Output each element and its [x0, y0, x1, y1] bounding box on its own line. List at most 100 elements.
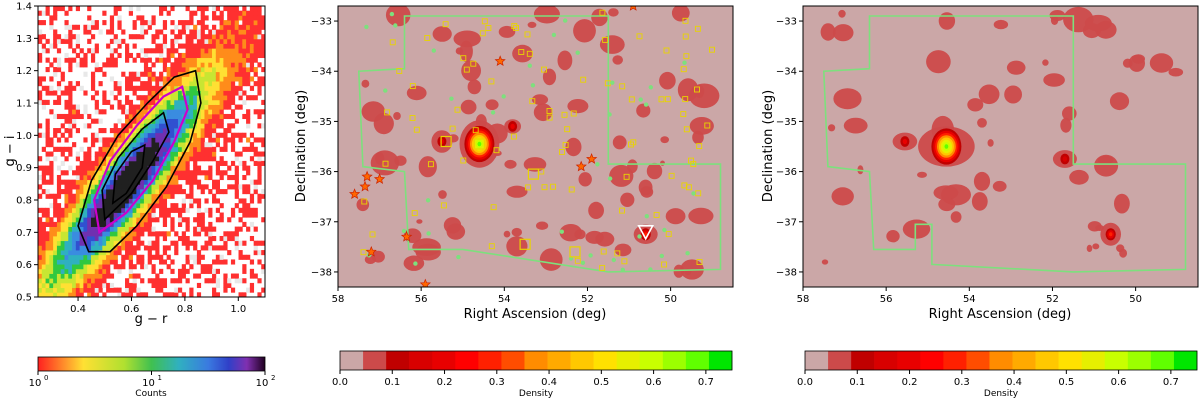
histogram-bin: [45, 57, 50, 63]
histogram-bin: [208, 71, 213, 77]
histogram-bin: [189, 118, 194, 124]
histogram-bin: [72, 113, 77, 120]
histogram-bin: [109, 20, 115, 26]
histogram-bin: [68, 118, 73, 124]
histogram-bin: [174, 113, 179, 120]
density-region: [831, 187, 854, 206]
square-marker: [623, 173, 630, 180]
histogram-bin: [219, 43, 224, 49]
histogram-bin: [196, 52, 202, 59]
density-region: [967, 98, 984, 112]
histogram-bin: [128, 217, 133, 223]
histogram-bin: [155, 273, 160, 279]
histogram-bin: [151, 184, 156, 190]
histogram-bin: [68, 29, 73, 35]
histogram-bin: [196, 170, 202, 176]
contour-outer: [77, 69, 202, 253]
histogram-bin: [215, 29, 220, 35]
histogram-bin: [227, 99, 232, 105]
histogram-bin: [200, 170, 205, 176]
dot-marker: [691, 191, 696, 196]
histogram-bin: [41, 207, 46, 213]
density-region: [588, 201, 604, 219]
density-level: [1062, 156, 1068, 162]
histogram-bin: [140, 156, 145, 162]
histogram-bin: [136, 76, 141, 82]
square-marker: [628, 96, 635, 103]
histogram-bin: [87, 198, 92, 204]
histogram-bin: [253, 10, 258, 16]
histogram-bin: [64, 287, 69, 293]
density-region: [512, 44, 533, 63]
density-level: [944, 144, 949, 149]
histogram-bin: [174, 48, 179, 54]
histogram-bin: [212, 259, 217, 265]
histogram-bin: [204, 245, 209, 251]
histogram-bin: [60, 245, 65, 251]
histogram-bin: [60, 189, 65, 195]
histogram-bin: [238, 34, 243, 40]
histogram-bin: [185, 268, 190, 274]
histogram-bin: [87, 6, 92, 12]
histogram-bin: [117, 43, 122, 49]
histogram-bin: [83, 217, 88, 223]
histogram-bin: [215, 71, 220, 77]
histogram-bin: [230, 113, 236, 120]
histogram-bin: [193, 34, 198, 40]
colorbar-tick-label: 0.4: [1006, 377, 1022, 388]
histogram-bin: [181, 160, 186, 166]
colorbar-tick-label: 0.2: [437, 377, 453, 388]
histogram-bin: [166, 10, 171, 16]
histogram-bin: [87, 254, 92, 260]
histogram-bin: [242, 15, 247, 21]
histogram-bin: [223, 231, 228, 237]
histogram-bin: [38, 132, 43, 138]
histogram-bin: [90, 207, 96, 213]
histogram-bin: [113, 146, 118, 152]
histogram-bin: [113, 142, 118, 148]
histogram-bin: [72, 235, 77, 242]
histogram-bin: [60, 287, 65, 293]
density-region: [659, 71, 676, 90]
colorbar-tick-label: 0.4: [541, 377, 557, 388]
histogram-bin: [94, 231, 99, 237]
histogram-bin: [106, 259, 111, 265]
histogram-bin: [189, 184, 194, 190]
square-marker: [463, 66, 470, 73]
histogram-bin: [72, 245, 77, 251]
histogram-bin: [257, 29, 262, 35]
histogram-bin: [155, 189, 160, 195]
density-level: [510, 123, 515, 130]
square-marker: [409, 115, 416, 121]
histogram-bin: [208, 212, 213, 218]
histogram-bin: [227, 217, 232, 223]
histogram-bin: [140, 85, 145, 91]
histogram-bin: [147, 226, 152, 232]
histogram-bin: [242, 165, 247, 171]
histogram-bin: [212, 10, 217, 16]
histogram-bin: [87, 170, 92, 176]
histogram-bin: [94, 264, 99, 270]
histogram-bin: [219, 95, 224, 101]
histogram-bin: [200, 264, 205, 270]
histogram-bin: [136, 95, 141, 101]
histogram-bin: [140, 20, 145, 26]
histogram-bin: [117, 85, 122, 91]
histogram-bin: [41, 179, 46, 185]
histogram-bin: [193, 113, 198, 120]
histogram-bin: [189, 104, 194, 110]
histogram-bin: [75, 38, 81, 44]
histogram-bin: [238, 76, 243, 82]
histogram-bin: [143, 20, 149, 26]
histogram-bin: [223, 67, 228, 73]
histogram-bin: [193, 81, 198, 87]
histogram-bin: [155, 156, 160, 162]
histogram-bin: [98, 287, 103, 293]
histogram-bin: [159, 170, 164, 176]
histogram-bin: [106, 189, 111, 195]
histogram-bin: [90, 212, 96, 218]
histogram-bin: [87, 268, 92, 274]
histogram-bin: [261, 189, 265, 195]
density-region: [950, 211, 962, 223]
histogram-bin: [75, 113, 81, 120]
